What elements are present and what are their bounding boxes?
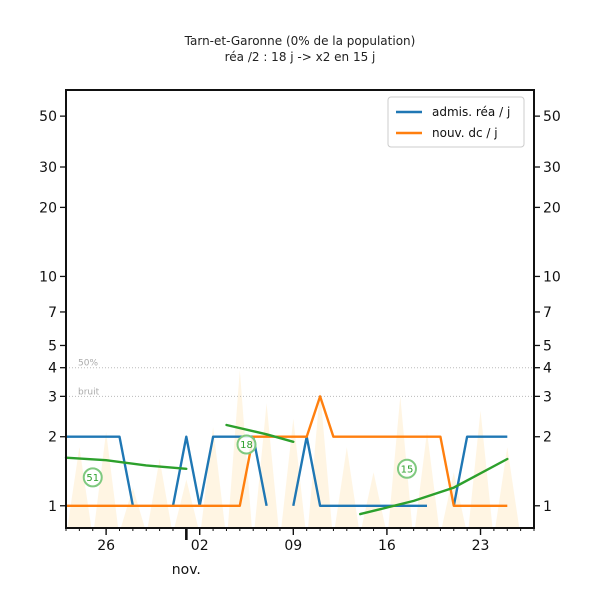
background-bar (94, 431, 119, 528)
y-tick-label: 1 (543, 499, 552, 515)
x-tick-label: 02 (191, 538, 209, 554)
y-tick-label: 30 (543, 160, 561, 176)
y-tick-label: 5 (543, 338, 552, 354)
chart-subtitle: réa /2 : 18 j -> x2 en 15 j (225, 50, 376, 64)
badge-label: 15 (401, 464, 414, 475)
background-bar (120, 487, 145, 528)
y-tick-label: 10 (543, 269, 561, 285)
reference-lines: 50% bruit (66, 359, 534, 397)
background-bar (201, 427, 226, 528)
trend-lines (64, 423, 509, 516)
chart-title: Tarn-et-Garonne (0% de la population) (184, 34, 416, 48)
x-tick-label: 23 (472, 538, 490, 554)
y-tick-label: 7 (48, 305, 57, 321)
background-bar (361, 472, 386, 528)
trend-line (64, 456, 188, 470)
y-tick-label: 50 (39, 109, 57, 125)
y-tick-label: 10 (39, 269, 57, 285)
x-axis-month-label: nov. (172, 562, 201, 578)
y-tick-label: 20 (543, 200, 561, 216)
y-tick-label: 3 (543, 389, 552, 405)
y-tick-label: 4 (543, 361, 552, 377)
badge-circle (82, 467, 103, 488)
y-tick-label: 5 (48, 338, 57, 354)
x-tick-label: 09 (284, 538, 302, 554)
background-bar (334, 447, 359, 528)
background-bar (495, 447, 520, 528)
y-tick-label: 3 (48, 389, 57, 405)
badges: 51 18 15 (82, 434, 417, 488)
series-lines (66, 395, 508, 507)
legend-label: admis. réa / j (432, 105, 510, 119)
background-bar (281, 418, 306, 528)
reference-line-label: 50% (78, 359, 98, 369)
y-tick-label: 4 (48, 361, 57, 377)
y-tick-label: 7 (543, 305, 552, 321)
legend-label: nouv. dc / j (432, 126, 498, 140)
y-tick-label: 50 (543, 109, 561, 125)
y-axis-right: 1 2 3 4 5 7 10 20 30 50 (534, 109, 561, 515)
series-line (66, 395, 508, 507)
x-tick-label: 16 (378, 538, 396, 554)
badge-circle (396, 458, 417, 479)
series-line (66, 435, 508, 507)
background-bar (174, 479, 199, 528)
legend-box (387, 96, 525, 148)
y-axis-left: 1 2 3 4 5 7 10 20 30 50 (39, 109, 66, 515)
y-tick-label: 2 (543, 430, 552, 446)
x-tick-label: 26 (97, 538, 115, 554)
trend-line (225, 423, 295, 443)
y-tick-label: 2 (48, 430, 57, 446)
y-tick-label: 30 (39, 160, 57, 176)
badge-circle (236, 434, 257, 455)
reference-line-label: bruit (78, 387, 100, 397)
background-bar (147, 458, 172, 528)
badge-label: 18 (240, 440, 253, 451)
plot-frame (65, 89, 535, 529)
legend: admis. réa / j nouv. dc / j (387, 96, 525, 148)
badge-label: 51 (86, 473, 99, 484)
background-bar (414, 431, 440, 528)
y-tick-label: 20 (39, 200, 57, 216)
background-bar (468, 410, 493, 528)
trend-line (359, 457, 509, 516)
x-axis: 26 02 09 16 23 (65, 528, 535, 554)
y-tick-label: 1 (48, 499, 57, 515)
background-bars (67, 370, 520, 528)
background-bar (308, 389, 333, 528)
background-bar (67, 447, 92, 528)
background-bar (254, 403, 279, 528)
